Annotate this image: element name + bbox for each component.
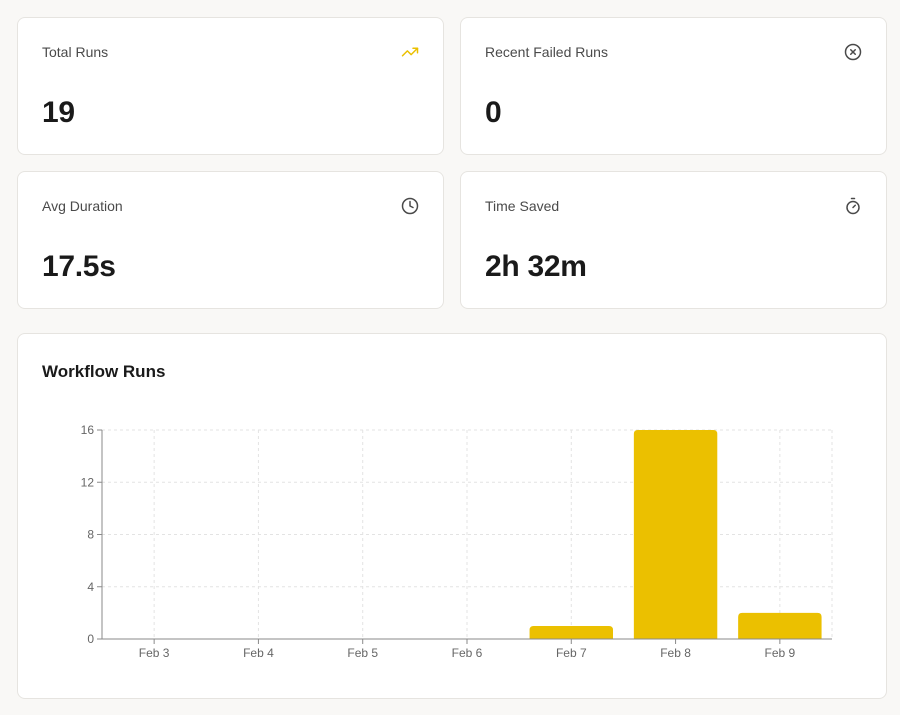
- x-tick-label: Feb 3: [139, 646, 170, 660]
- y-tick-label: 0: [87, 632, 94, 646]
- bar-feb-8[interactable]: [633, 430, 718, 639]
- y-tick-label: 4: [87, 580, 94, 594]
- x-tick-label: Feb 4: [243, 646, 274, 660]
- stat-label: Recent Failed Runs: [485, 44, 608, 60]
- stat-card-avg-duration: Avg Duration 17.5s: [17, 171, 444, 309]
- x-tick-label: Feb 8: [660, 646, 691, 660]
- x-tick-label: Feb 7: [556, 646, 587, 660]
- y-tick-label: 16: [81, 423, 95, 437]
- stat-card-time-saved: Time Saved 2h 32m: [460, 171, 887, 309]
- stat-value: 17.5s: [42, 250, 116, 283]
- y-tick-label: 12: [81, 475, 95, 489]
- x-circle-icon: [844, 43, 862, 61]
- clock-icon: [401, 197, 419, 215]
- x-tick-label: Feb 9: [765, 646, 796, 660]
- stat-value: 19: [42, 96, 75, 129]
- stat-label: Time Saved: [485, 198, 560, 214]
- stat-label: Total Runs: [42, 44, 109, 60]
- workflow-runs-chart-card: Workflow Runs 0 4 8 12 16 Feb 3 Feb 4 Feb 5 Feb …: [17, 333, 887, 699]
- bar-feb-7[interactable]: [529, 625, 613, 639]
- stat-value: 2h 32m: [485, 250, 587, 283]
- x-tick-label: Feb 5: [347, 646, 378, 660]
- stat-value: 0: [485, 96, 502, 129]
- stopwatch-icon: [846, 197, 860, 215]
- stat-label: Avg Duration: [42, 198, 123, 214]
- stat-card-total-runs: Total Runs 19: [17, 17, 444, 155]
- stat-card-recent-failed-runs: Recent Failed Runs 0: [460, 17, 887, 155]
- chart-title: Workflow Runs: [42, 362, 166, 381]
- x-tick-label: Feb 6: [452, 646, 483, 660]
- trending-up-icon: [401, 47, 419, 57]
- bar-feb-9[interactable]: [738, 612, 822, 639]
- y-tick-label: 8: [87, 528, 94, 542]
- workflow-runs-bar-chart: 0 4 8 12 16 Feb 3 Feb 4 Feb 5 Feb 6 Feb 7 Feb 8 Feb…: [81, 423, 833, 660]
